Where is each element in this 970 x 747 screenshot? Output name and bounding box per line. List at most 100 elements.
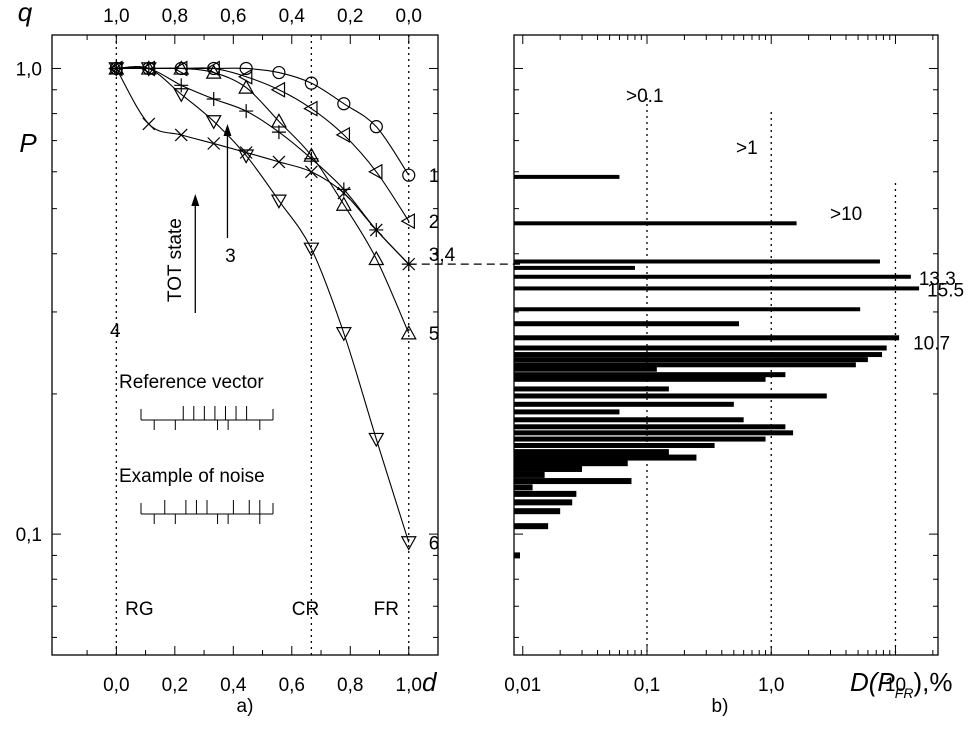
y-tick-label: 1,0 [16,59,42,80]
plus-marker [304,151,319,166]
top-tick-label: 0,2 [337,6,363,27]
bar [514,460,628,467]
plus-marker [239,104,254,119]
triangle-down-marker [238,149,255,164]
bar-value-label: 10.7 [913,333,950,354]
region-label: RG [125,599,154,620]
bar [514,417,744,423]
top-tick-label: 0,6 [220,6,246,27]
bar [514,523,549,530]
x-marker [239,146,253,159]
tot-state-label: TOT state [165,218,186,302]
x-marker [174,128,188,142]
triangle-up-marker [303,147,320,162]
triangle-up-marker [400,325,417,340]
triangle-up-marker [368,250,385,266]
panel-a-caption: a) [237,696,254,717]
x-marker [272,155,286,169]
x-axis-label-subscript: FR [895,685,914,701]
panel-b-chart: 0,01 0,1 1,0 10D(PFR),% >0.1 >1 >10 13.315.5 10.… [408,34,964,701]
triangle-up-marker [335,196,352,211]
series-line-1 [116,67,410,176]
bar [514,221,797,226]
bar [514,552,521,559]
x-marker [369,223,383,237]
triangle-up-marker [173,60,190,75]
bar [514,442,715,448]
bar [514,409,620,415]
bar-value-label: 13.3 [919,269,956,290]
curve-label: 1 [429,166,440,187]
panel-a-chart: 0,0 1,0 0,2 0,8 0,4 0,6 0,6 0,4 0,8 0,2 1,0 0,0 d q 1,… [16,0,456,697]
top-tick-label: 0,8 [162,6,188,27]
bar [514,321,739,327]
x-tick-label: 0,2 [162,675,188,696]
curve-label: 2 [429,212,440,233]
triangle-up-marker [270,113,287,128]
x-axis-label-main: D(P [850,667,895,697]
x-axis-label-suffix: ),% [913,667,952,697]
triangle-down-marker [140,62,157,77]
x-axis-label: d [422,667,438,697]
triangle-down-marker [368,432,385,448]
threshold-label: >10 [830,204,862,225]
bar [514,357,868,363]
series-line-3 [116,66,410,265]
bar-value-label: 15.5 [927,281,964,302]
triangle-left-marker [368,163,383,180]
bar [514,484,533,491]
bar [514,335,900,341]
triangle-left-marker [303,100,318,117]
x-marker [109,62,123,75]
triangle-left-marker [400,213,415,230]
x-marker [142,117,156,131]
bar [514,449,669,456]
bar [514,471,545,478]
series-line-2 [116,67,410,222]
series-line-4 [115,68,410,265]
plus-marker [174,78,189,93]
bar [514,454,697,461]
triangle-down-marker [173,88,190,103]
triangle-down-marker [205,115,222,130]
bar [514,393,827,399]
triangle-down-marker [303,242,320,258]
triangle-down-marker [270,194,287,209]
top-tick-label: 0,0 [396,6,422,27]
bar [514,465,583,472]
panel-a-frame [51,34,439,656]
reference-vector-label: Reference vector [119,372,264,393]
region-label: FR [374,599,399,620]
bar [514,352,883,358]
bar [514,362,856,368]
x-tick-label: 1,0 [758,675,784,696]
circle-marker [402,168,416,182]
triangle-down-marker [335,327,352,342]
x-axis-label: D(PFR),% [850,667,952,701]
triangle-down-marker [400,536,417,551]
triangle-down-marker [108,62,125,77]
curve-label: 6 [429,533,440,554]
triangle-left-marker [335,126,351,143]
curve-label: 5 [429,324,440,345]
bar [514,436,766,442]
bar [514,345,887,351]
x-tick-label: 0,8 [337,675,363,696]
x-marker [207,137,221,150]
noise-example-label: Example of noise [119,466,265,487]
bar [514,274,911,279]
bar [514,424,786,430]
bar [514,430,794,436]
triangle-left-marker [270,81,286,98]
arrow-3-label: 3 [225,246,236,267]
x-tick-label: 0,1 [634,675,660,696]
bar [514,366,657,372]
y-tick-label: 0,1 [16,525,42,546]
circle-marker [239,61,253,76]
bar [514,386,669,392]
x-marker [337,186,351,200]
threshold-label: >0.1 [626,86,664,107]
circle-marker [369,120,383,134]
x-marker [304,165,318,179]
